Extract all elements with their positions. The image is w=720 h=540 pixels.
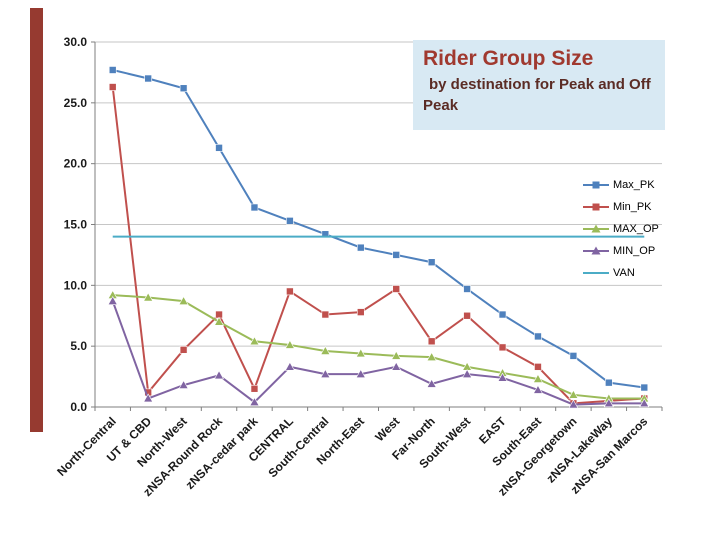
legend-label: Min_PK [613,201,652,213]
legend-label: VAN [613,267,635,279]
chart-title: Rider Group Size [423,47,594,70]
svg-text:West: West [372,414,402,444]
svg-text:EAST: EAST [476,414,509,447]
svg-text:15.0: 15.0 [64,218,88,232]
legend-item-max-pk: Max_PK [583,179,659,191]
legend-item-van: VAN [583,267,659,279]
chart-title-box: Rider Group Size by destination for Peak… [413,40,665,130]
legend-marker-min-pk [583,203,609,211]
chart-subtitle: by destination for Peak and Off Peak [423,76,651,114]
legend-item-min-op: MIN_OP [583,245,659,257]
legend-marker-van [583,272,609,274]
svg-text:North-Central: North-Central [54,414,119,479]
svg-text:20.0: 20.0 [64,157,88,171]
legend-marker-max-pk [583,181,609,189]
legend-label: Max_PK [613,179,655,191]
legend-marker-min-op [583,246,609,255]
svg-text:25.0: 25.0 [64,96,88,110]
chart-legend: Max_PK Min_PK MAX_OP MIN_OP VAN [583,179,659,279]
legend-label: MIN_OP [613,245,656,257]
legend-item-min-pk: Min_PK [583,201,659,213]
svg-text:5.0: 5.0 [70,339,87,353]
svg-text:0.0: 0.0 [70,400,87,414]
svg-text:30.0: 30.0 [64,35,88,49]
svg-text:10.0: 10.0 [64,278,88,292]
legend-item-max-op: MAX_OP [583,223,659,235]
slide-accent-bar [30,8,43,432]
legend-label: MAX_OP [613,223,659,235]
legend-marker-max-op [583,224,609,233]
